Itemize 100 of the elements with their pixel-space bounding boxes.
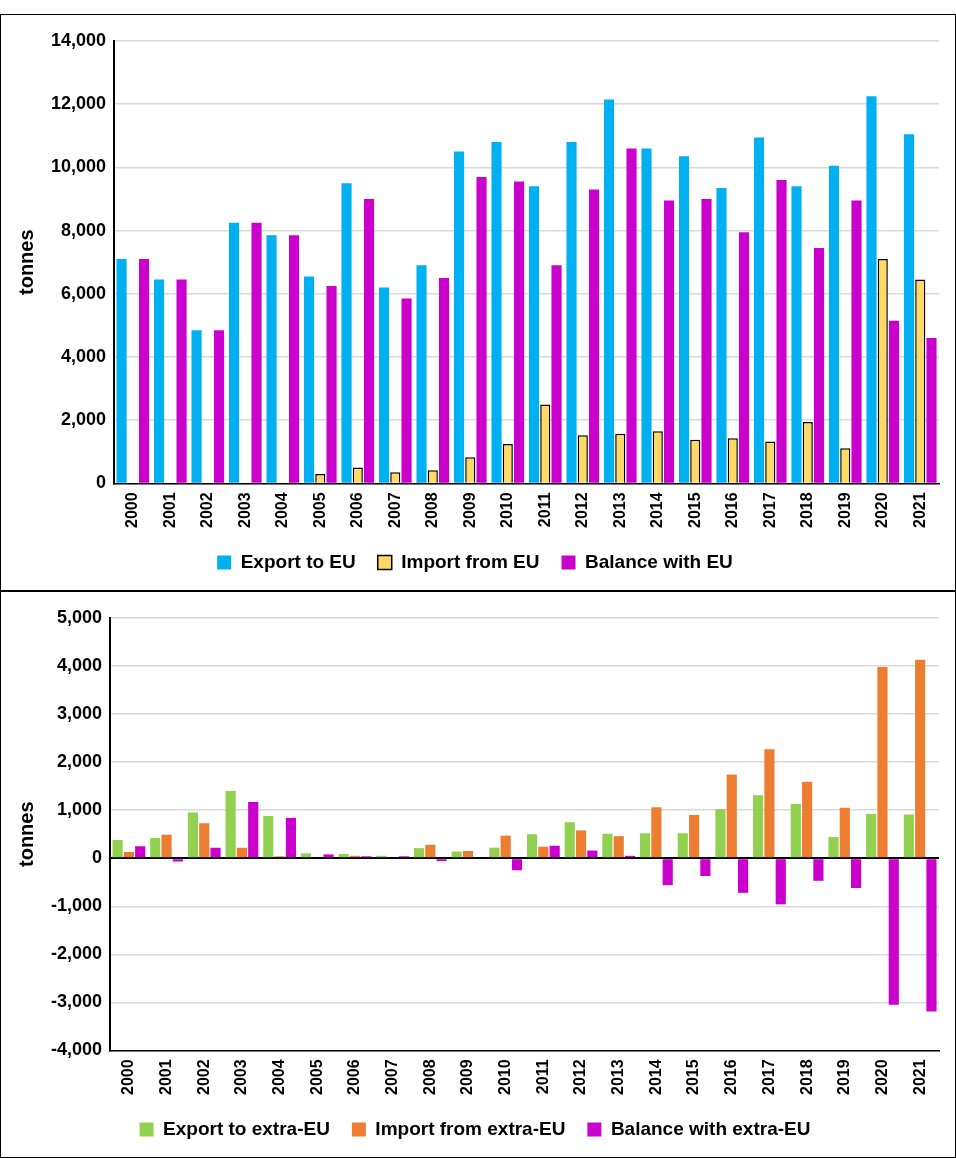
x-tick-label: 2001 bbox=[160, 492, 178, 528]
x-tick-label: 2015 bbox=[685, 492, 703, 528]
x-tick-label: 2002 bbox=[194, 1059, 212, 1095]
bar bbox=[187, 812, 199, 858]
x-tick-label: 2019 bbox=[835, 1059, 853, 1095]
y-tick-label: 10,000 bbox=[50, 156, 107, 177]
x-tick-label: 2013 bbox=[610, 492, 628, 528]
x-tick-label: 2008 bbox=[420, 1059, 438, 1095]
bar bbox=[341, 183, 352, 483]
bar bbox=[828, 837, 839, 858]
x-tick-label: 2021 bbox=[910, 1059, 928, 1095]
x-tick-label: 2020 bbox=[873, 492, 891, 528]
bar bbox=[528, 186, 540, 483]
x-tick-label: 2017 bbox=[759, 1059, 777, 1095]
bar bbox=[813, 247, 825, 483]
bar bbox=[753, 137, 765, 483]
bar bbox=[866, 96, 877, 483]
x-tick-label: 2012 bbox=[571, 1059, 589, 1095]
bar bbox=[839, 807, 850, 858]
y-axis-title: tonnes bbox=[14, 801, 37, 867]
x-tick-label: 2014 bbox=[648, 492, 666, 528]
bar bbox=[888, 859, 899, 1005]
legend-label: Export to extra-EU bbox=[163, 1117, 330, 1139]
bar bbox=[700, 859, 711, 876]
x-tick-label: 2016 bbox=[722, 1059, 740, 1095]
legend-label: Balance with EU bbox=[585, 550, 733, 572]
bar bbox=[453, 151, 465, 483]
bar bbox=[802, 781, 813, 858]
bar bbox=[500, 835, 511, 858]
legend-label: Balance with extra-EU bbox=[610, 1117, 811, 1139]
bar bbox=[263, 815, 274, 858]
x-tick-label: 2012 bbox=[573, 492, 591, 528]
x-tick-label: 2021 bbox=[910, 492, 928, 528]
bar bbox=[112, 839, 123, 858]
bar bbox=[613, 836, 624, 858]
bar bbox=[564, 822, 575, 858]
bar bbox=[716, 187, 727, 483]
x-tick-label: 2010 bbox=[496, 1059, 514, 1095]
bar bbox=[326, 285, 337, 483]
bar bbox=[513, 181, 525, 483]
bar bbox=[199, 823, 210, 858]
bar bbox=[363, 199, 375, 483]
y-tick-label: 12,000 bbox=[50, 93, 107, 114]
bar bbox=[738, 232, 750, 483]
bar bbox=[438, 278, 450, 483]
bar bbox=[888, 320, 900, 483]
bar bbox=[161, 834, 172, 858]
x-tick-label: 2009 bbox=[460, 492, 478, 528]
legend-label: Import from EU bbox=[401, 550, 540, 572]
x-tick-label: 2004 bbox=[270, 1059, 287, 1095]
x-tick-label: 2006 bbox=[345, 1059, 363, 1095]
bar bbox=[775, 859, 786, 905]
bar bbox=[851, 200, 862, 483]
x-tick-label: 2007 bbox=[383, 1059, 401, 1095]
x-tick-label: 2005 bbox=[310, 492, 328, 528]
x-tick-label: 2005 bbox=[307, 1059, 325, 1095]
y-tick-label: 14,000 bbox=[50, 29, 107, 50]
y-tick-label: 2,000 bbox=[56, 751, 103, 772]
bar bbox=[903, 814, 914, 858]
bar bbox=[701, 199, 712, 483]
bar bbox=[172, 859, 183, 862]
y-axis-title: tonnes bbox=[14, 229, 37, 295]
bar bbox=[236, 847, 248, 858]
bar bbox=[248, 802, 259, 858]
bar bbox=[489, 847, 500, 858]
bar bbox=[866, 814, 877, 858]
bar bbox=[641, 148, 652, 483]
y-tick-label: -2,000 bbox=[50, 943, 103, 964]
bar bbox=[926, 338, 937, 483]
bar bbox=[123, 851, 134, 858]
bar bbox=[603, 99, 615, 483]
y-tick-label: -1,000 bbox=[50, 895, 103, 916]
bar bbox=[813, 859, 824, 881]
x-tick-label: 2011 bbox=[535, 492, 553, 528]
legend-label: Import from extra-EU bbox=[375, 1117, 566, 1139]
x-tick-label: 2019 bbox=[835, 492, 853, 528]
bar bbox=[602, 833, 613, 858]
bar bbox=[753, 795, 764, 858]
x-tick-label: 2008 bbox=[423, 492, 441, 528]
bar bbox=[828, 165, 840, 483]
bar bbox=[150, 838, 161, 858]
bar bbox=[726, 774, 737, 858]
x-tick-label: 2003 bbox=[232, 1059, 250, 1095]
bar bbox=[401, 298, 412, 483]
bar bbox=[588, 189, 600, 483]
bar bbox=[677, 833, 688, 858]
bar bbox=[251, 222, 262, 483]
bar bbox=[213, 330, 225, 483]
x-tick-label: 2018 bbox=[798, 492, 816, 528]
bar bbox=[285, 817, 296, 858]
legend-label: Export to EU bbox=[240, 550, 356, 572]
bar bbox=[191, 330, 202, 483]
bar bbox=[662, 859, 673, 886]
y-tick-label: 4,000 bbox=[61, 345, 107, 366]
y-tick-label: 0 bbox=[92, 847, 103, 868]
x-tick-label: 2011 bbox=[533, 1059, 551, 1095]
y-tick-label: 8,000 bbox=[61, 219, 107, 240]
x-tick-label: 2017 bbox=[760, 492, 778, 528]
y-tick-label: 3,000 bbox=[56, 703, 103, 724]
x-tick-label: 2015 bbox=[684, 1059, 702, 1095]
